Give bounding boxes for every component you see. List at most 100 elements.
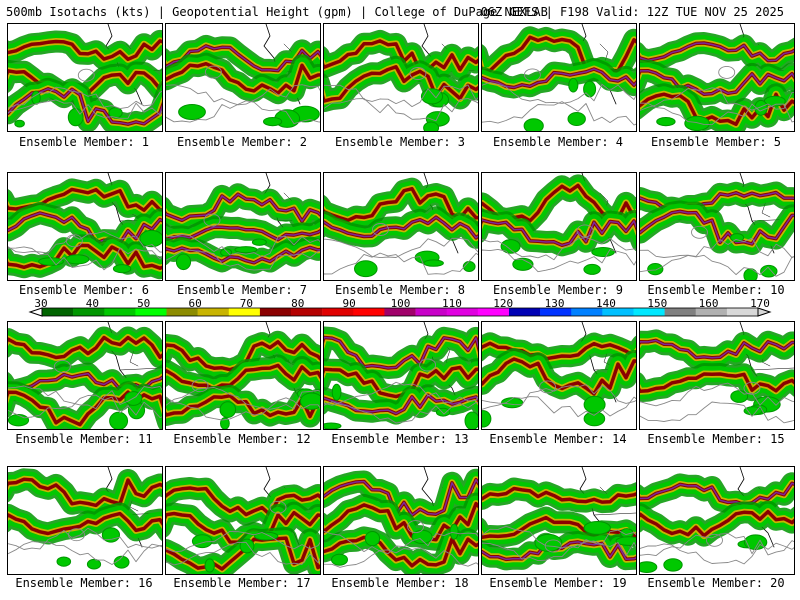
ensemble-map-panel[interactable] xyxy=(639,321,795,430)
ensemble-map-panel[interactable] xyxy=(323,321,479,430)
wind-blob xyxy=(139,229,162,248)
height-contour xyxy=(166,387,320,410)
jet-core xyxy=(482,486,636,504)
colorbar-swatch xyxy=(42,308,74,316)
colorbar-swatch xyxy=(602,308,634,316)
ensemble-map-panel[interactable] xyxy=(481,466,637,575)
height-contour xyxy=(324,381,478,406)
wind-blob xyxy=(254,531,279,541)
colorbar-swatch xyxy=(664,308,696,316)
colorbar-tick-label: 30 xyxy=(34,297,48,310)
ensemble-map xyxy=(482,322,636,428)
run-info: 06Z GEFS | F198 Valid: 12Z TUE NOV 25 20… xyxy=(480,5,784,19)
wind-blob xyxy=(108,107,123,119)
wind-blob xyxy=(191,534,213,549)
ensemble-map-panel[interactable] xyxy=(481,321,637,430)
jet-core xyxy=(482,515,636,540)
ensemble-map-panel[interactable] xyxy=(7,466,163,575)
wind-blob xyxy=(299,392,320,410)
closed-low-contour xyxy=(191,379,209,393)
wind-blob xyxy=(67,108,84,127)
wind-blob xyxy=(743,268,758,280)
wind-blob xyxy=(512,257,534,271)
jet-max xyxy=(640,482,794,506)
jet-max xyxy=(640,69,794,96)
ensemble-map xyxy=(166,467,320,574)
ensemble-map-panel[interactable] xyxy=(481,23,637,132)
jet-max xyxy=(166,193,320,222)
colorbar-swatch xyxy=(540,308,572,316)
border-line xyxy=(119,367,162,371)
ensemble-map-panel[interactable] xyxy=(165,466,321,575)
closed-low-contour xyxy=(203,213,221,227)
jet-max xyxy=(8,212,162,244)
height-contour xyxy=(166,249,320,271)
ensemble-map-panel[interactable] xyxy=(165,23,321,132)
ensemble-map-panel[interactable] xyxy=(323,466,479,575)
colorbar-swatch xyxy=(384,308,416,316)
ensemble-map-panel[interactable] xyxy=(323,23,479,132)
ensemble-map xyxy=(324,24,478,131)
wind-blob xyxy=(743,534,768,550)
height-contour xyxy=(482,236,636,261)
wind-blob xyxy=(663,558,683,572)
ensemble-map-panel[interactable] xyxy=(323,172,479,281)
ensemble-map xyxy=(166,322,320,429)
colorbar-tick-label: 90 xyxy=(342,297,356,310)
ensemble-map-panel[interactable] xyxy=(7,172,163,281)
height-contour xyxy=(640,532,794,557)
colorbar-tick-label: 140 xyxy=(595,297,616,310)
height-contour xyxy=(166,530,320,553)
height-contour xyxy=(640,382,794,407)
member-label: Ensemble Member: 12 xyxy=(173,432,311,446)
isotach-colorbar xyxy=(28,307,772,317)
ensemble-map-panel[interactable] xyxy=(481,172,637,281)
height-contour xyxy=(8,231,162,254)
colorbar-tick-label: 120 xyxy=(493,297,514,310)
ensemble-map-panel[interactable] xyxy=(639,23,795,132)
jet-max xyxy=(640,339,794,359)
wind-blob xyxy=(647,263,664,276)
jet-max xyxy=(166,246,320,264)
closed-low-contour xyxy=(68,528,85,542)
wind-blob xyxy=(534,533,563,552)
closed-low-contour xyxy=(523,68,541,82)
wind-blob xyxy=(65,254,90,265)
closed-low-contour xyxy=(718,65,736,79)
member-label: Ensemble Member: 3 xyxy=(334,135,466,149)
colorbar-tick-label: 160 xyxy=(698,297,719,310)
jet-core xyxy=(8,511,162,536)
wind-blob xyxy=(568,77,579,93)
jet-max xyxy=(640,42,794,62)
ensemble-map-panel[interactable] xyxy=(165,172,321,281)
height-contour xyxy=(8,246,162,271)
ensemble-map-panel[interactable] xyxy=(7,321,163,430)
ensemble-map-panel[interactable] xyxy=(639,172,795,281)
wind-blob xyxy=(583,80,597,98)
wind-blob xyxy=(760,264,778,278)
jet-max xyxy=(8,88,162,125)
wind-blob xyxy=(423,259,444,267)
jet-core xyxy=(324,39,478,73)
member-label: Ensemble Member: 14 xyxy=(489,432,627,446)
member-label: Ensemble Member: 20 xyxy=(647,576,785,590)
ensemble-map xyxy=(166,173,320,274)
height-contour xyxy=(640,401,794,424)
wind-blob xyxy=(364,531,381,547)
colorbar-tick-label: 110 xyxy=(441,297,462,310)
height-contour xyxy=(8,86,162,110)
jet-core xyxy=(8,243,162,270)
ensemble-map-panel[interactable] xyxy=(639,466,795,575)
ensemble-map-panel[interactable] xyxy=(7,23,163,132)
colorbar-tick-label: 170 xyxy=(750,297,770,310)
member-label: Ensemble Member: 18 xyxy=(331,576,469,590)
ensemble-map xyxy=(8,467,162,570)
colorbar-tick-label: 80 xyxy=(291,297,305,310)
jet-max xyxy=(324,336,478,369)
wind-blob xyxy=(234,246,258,254)
ensemble-map-panel[interactable] xyxy=(165,321,321,430)
height-contour xyxy=(8,385,162,410)
border-line xyxy=(751,367,794,371)
ensemble-map xyxy=(482,173,636,275)
closed-low-contour xyxy=(544,539,562,553)
